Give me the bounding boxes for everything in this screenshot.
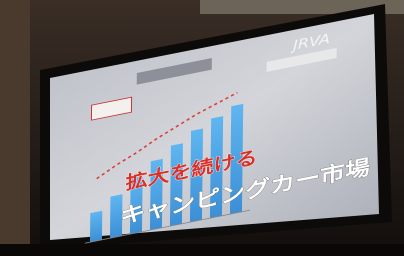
floor-shadow (0, 244, 404, 256)
bar (90, 211, 102, 242)
page: JRVA 拡大を続ける キャンピングカー市場 (() => { const da… (0, 0, 404, 256)
photo: JRVA 拡大を続ける キャンピングカー市場 (0, 0, 404, 256)
wall-left (0, 0, 30, 256)
